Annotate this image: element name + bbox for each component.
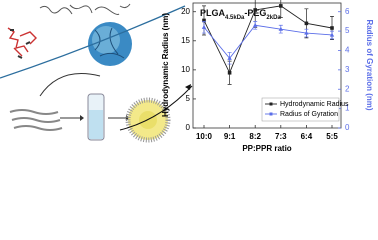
point — [279, 4, 283, 8]
y-tick-label: 0 — [186, 123, 191, 132]
y2-tick-label: 5 — [345, 26, 350, 35]
legend-marker — [269, 112, 273, 116]
arrow-head — [80, 115, 84, 121]
point — [227, 70, 232, 75]
arrow-head — [185, 84, 191, 90]
point — [304, 30, 309, 35]
y2-tick-label: 3 — [345, 65, 350, 74]
point — [227, 55, 232, 60]
y2-tick-label: 4 — [345, 46, 350, 55]
title-part: 2kDa — [266, 15, 281, 21]
x-tick-label: 6:4 — [301, 132, 313, 141]
plot-frame — [192, 2, 342, 129]
point — [201, 24, 207, 29]
series-line — [203, 5, 333, 74]
arrow-to-vial — [39, 73, 101, 97]
nanoparticle-chains — [94, 27, 125, 59]
molecule-atoms — [10, 29, 31, 59]
title-part: 4.5kDa — [225, 15, 245, 21]
legend-label: Hydrodynamic Radius — [280, 101, 349, 108]
point — [202, 18, 206, 23]
point — [330, 26, 334, 30]
y2-tick-label: 0 — [345, 123, 350, 132]
y-tick-label: 15 — [181, 36, 190, 45]
legend-box — [261, 97, 340, 122]
nanoparticle-core — [92, 26, 120, 54]
y2-tick-label: 6 — [345, 7, 350, 16]
legend-label: Radius of Gyration — [280, 111, 338, 118]
x-tick-label: 5:5 — [326, 132, 338, 141]
y-axis-label: Hydrodynamic Radius (nm) — [161, 13, 170, 117]
point — [304, 21, 309, 26]
point — [278, 26, 283, 31]
y-tick-label: 10 — [181, 65, 190, 74]
legend-marker — [269, 102, 273, 106]
chart-title: PLGA4.5kDa-PEG2kDa — [200, 8, 281, 20]
arrow-to-chart — [119, 85, 193, 131]
point — [253, 8, 257, 12]
vial-liquid — [89, 110, 103, 139]
x-tick-label: 8:2 — [249, 132, 261, 141]
figure: PLGA4.5kDa-PEG2kDa Hydrodynamic Radius (… — [0, 0, 374, 153]
y-tick-label: 20 — [181, 7, 190, 16]
x-tick-label: 7:3 — [275, 132, 287, 141]
y-tick-label: 5 — [186, 94, 191, 103]
polymer-strands — [9, 109, 63, 131]
separator-curve — [0, 5, 186, 79]
illustration — [0, 3, 193, 143]
x-tick-label: 9:1 — [224, 132, 236, 141]
series-line — [203, 24, 333, 59]
y2-axis-label: Radius of Gyration (nm) — [365, 19, 374, 110]
title-part: PLGA — [200, 8, 226, 18]
y2-tick-label: 1 — [345, 104, 350, 113]
point — [253, 22, 258, 27]
polymer-chains — [39, 3, 131, 15]
x-axis-label: PP:PPR ratio — [242, 144, 291, 153]
y2-tick-label: 2 — [345, 84, 350, 93]
molecule — [7, 27, 37, 57]
x-tick-label: 10:0 — [196, 132, 213, 141]
point — [329, 32, 335, 37]
